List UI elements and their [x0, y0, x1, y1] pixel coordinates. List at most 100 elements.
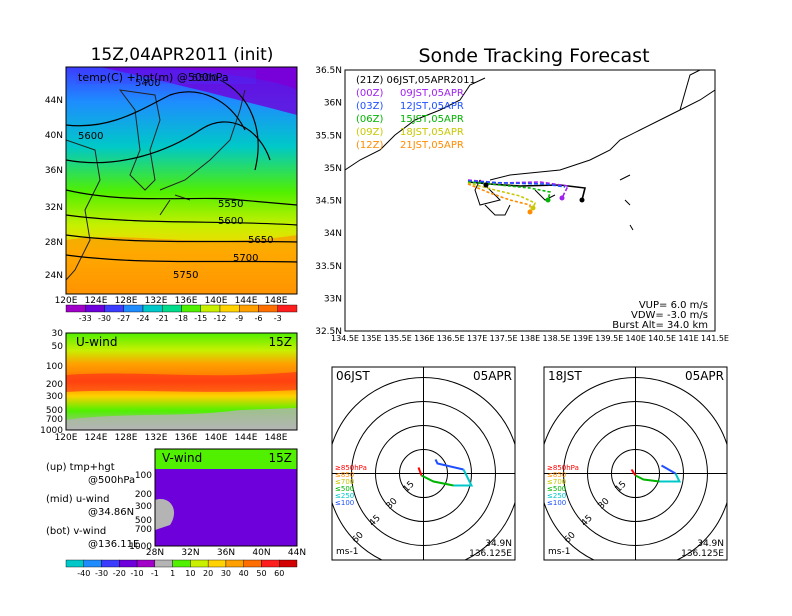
hodo-ring-label: 45 [368, 513, 383, 528]
track-lat-label: 35N [324, 164, 342, 174]
colorbar-tick: -18 [175, 314, 188, 323]
hodo-label-bg [467, 369, 513, 383]
hodo-level: ≤250 [335, 492, 354, 500]
map-label: temp(C) +hgt(m) @500hPa [78, 71, 229, 84]
trace-seg [453, 469, 474, 487]
legend-line: (bot) v-wind [46, 526, 106, 537]
map-lat-label: 40N [45, 131, 63, 141]
hodo-ring-label: 30 [385, 496, 400, 511]
track-12z [467, 183, 531, 212]
u-wind-low [66, 408, 297, 430]
hodo-lon: 136.125E [681, 549, 724, 559]
hodo-level: ≤700 [335, 478, 354, 486]
map-lon-labels: 120E 124E 128E 132E 136E 140E 144E 148E [55, 296, 288, 306]
v-wind-lat: 40N [252, 548, 270, 558]
legend-line: @136.11E [88, 539, 139, 550]
colorbar-tick: -30 [95, 569, 108, 578]
colorbar-tick: 1 [170, 569, 175, 578]
wind-colorbar: -40 -30 -20 -10 -1 1 10 20 30 40 50 60 [65, 559, 298, 578]
hodo-lat: 34.9N [485, 539, 512, 549]
v-wind-lat: 28N [146, 548, 164, 558]
launch-line: (21Z) 06JST,05APR2011 [356, 75, 476, 86]
contour-label: 5600 [218, 216, 243, 227]
colorbar-tick: -20 [113, 569, 126, 578]
u-wind-lon: 136E [175, 433, 198, 443]
temp-height-panel: 15Z,04APR2011 (init) 5550 5600 5650 [45, 45, 298, 323]
colorbar-swatch [65, 304, 86, 313]
colorbar-swatch [85, 304, 105, 313]
launch-date: 21JST,05APR [400, 140, 464, 151]
trace-seg [421, 474, 454, 487]
v-wind-level: 200 [135, 490, 152, 500]
colorbar-tick: 10 [185, 569, 195, 578]
u-wind-frame [65, 332, 298, 431]
u-wind-lons: 120E 124E 128E 132E 136E 140E 144E 148E [55, 433, 288, 443]
track-lat-label: 36N [324, 99, 342, 109]
hodo-lon: 136.125E [469, 549, 512, 559]
warm-band [66, 235, 297, 294]
launch-list: (00Z) 09JST,05APR (03Z) 12JST,05APR (06Z) 15J… [356, 88, 464, 151]
u-wind-level: 300 [46, 392, 63, 402]
colorbar-tick: -27 [117, 314, 130, 323]
v-wind-frame [154, 448, 298, 547]
hodo-ring-label: 15 [614, 479, 629, 494]
track-lon-label: 136.5E [437, 334, 465, 343]
panel-legend: (up) tmp+hgt @500hPa (mid) u-wind @34.86N (b… [46, 462, 139, 550]
track-lat-label: 36.5N [315, 66, 342, 76]
hodo-level: ≥850hPa [335, 464, 367, 472]
colorbar-swatch [279, 559, 298, 568]
colorbar-tick: -15 [194, 314, 207, 323]
landing-point [483, 182, 489, 188]
track-lon-label: 134.5E [331, 334, 359, 343]
colorbar-tick: -21 [156, 314, 169, 323]
hodo-ring-label: 60 [563, 530, 578, 545]
legend-line: @500hPa [88, 475, 135, 486]
param-line: VDW= -3.0 m/s [631, 310, 708, 321]
hodo-level: ≤500 [547, 485, 566, 493]
u-wind-lon: 128E [115, 433, 138, 443]
colorbar-tick: -6 [255, 314, 263, 323]
u-wind-jet [66, 372, 297, 392]
trace-seg [635, 474, 660, 483]
v-wind-lat: 32N [181, 548, 199, 558]
track-06z [467, 181, 551, 201]
contour-label: 5400 [135, 78, 160, 89]
track-title: Sonde Tracking Forecast [418, 45, 649, 67]
v-wind-lat: 36N [217, 548, 235, 558]
colorbar-swatch [162, 304, 182, 313]
landing-point [559, 195, 565, 201]
coast-china [66, 139, 101, 281]
landing-point [579, 197, 585, 203]
colorbar-swatch [181, 304, 201, 313]
coast-korea [118, 89, 161, 191]
u-wind-label: U-wind [76, 335, 117, 349]
contour-label: 5500 [192, 73, 217, 84]
hodo-date: 05APR [473, 369, 512, 383]
colorbar-swatch [65, 559, 84, 568]
map-lon-label: 132E [145, 296, 168, 306]
colorbar-tick: -9 [235, 314, 243, 323]
contour-label: 5700 [233, 253, 258, 264]
u-wind-lon: 124E [85, 433, 108, 443]
colorbar-swatch [239, 304, 259, 313]
track-lon-label: 137E [467, 334, 487, 343]
hodo-level: ≤250 [547, 492, 566, 500]
launch-time: (12Z) [356, 140, 383, 151]
trace-seg [417, 467, 423, 476]
sonde-tracks [467, 179, 586, 212]
landing-points [483, 182, 585, 215]
map-lat-label: 32N [45, 203, 63, 213]
colorbar-tick: 20 [203, 569, 213, 578]
map-lon-label: 128E [115, 296, 138, 306]
track-lon-label: 139E [573, 334, 593, 343]
colorbar-swatch [119, 559, 138, 568]
map-lon-label: 140E [205, 296, 228, 306]
u-wind-level: 200 [46, 380, 63, 390]
track-lat-label: 34N [324, 229, 342, 239]
legend-line: @34.86N [88, 507, 134, 518]
colorbar-tick: 30 [221, 569, 231, 578]
colorbar-tick: -24 [136, 314, 149, 323]
v-wind-label: V-wind [162, 451, 202, 465]
